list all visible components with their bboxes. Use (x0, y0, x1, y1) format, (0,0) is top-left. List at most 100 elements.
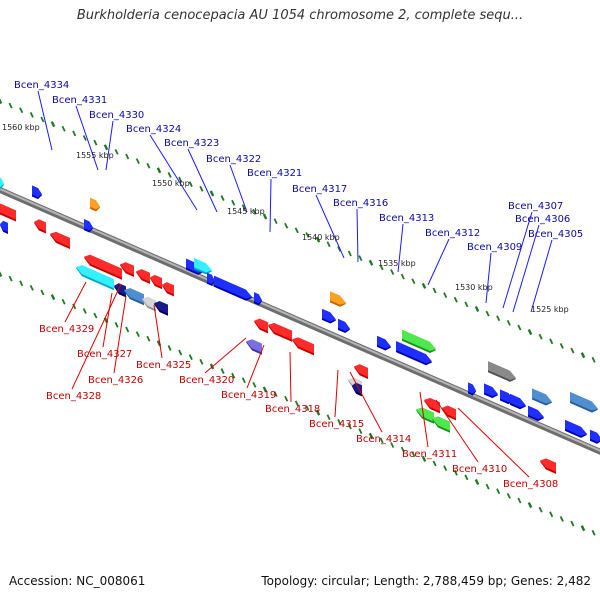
lower-callout-line (457, 407, 530, 478)
lower-track-tick (252, 382, 257, 388)
gene-block (565, 419, 587, 438)
upper-gene-label: Bcen_4307 (508, 201, 563, 212)
gene-block (194, 258, 212, 275)
upper-callout-line (269, 178, 272, 233)
lower-track-tick (443, 465, 448, 471)
upper-track-tick (517, 324, 522, 331)
gene-block (590, 429, 600, 444)
gene-body (565, 419, 587, 436)
gene-block (528, 405, 544, 422)
gene-body (162, 282, 174, 295)
upper-track-tick (199, 185, 204, 192)
lower-track-tick (220, 368, 225, 374)
upper-callout-line (530, 239, 553, 313)
gene-block (570, 392, 598, 413)
gene-body (528, 405, 544, 420)
upper-gene-label: Bcen_4306 (515, 214, 570, 225)
lower-track-tick (40, 289, 45, 296)
scale-label: 1550 kbp (152, 179, 190, 188)
gene-body (402, 329, 436, 351)
upper-gene-label: Bcen_4316 (333, 198, 388, 209)
gene-body (484, 383, 498, 397)
upper-gene-label: Bcen_4324 (126, 124, 181, 135)
upper-track-tick (315, 236, 321, 243)
upper-track-tick (209, 190, 215, 197)
upper-gene-label: Bcen_4309 (467, 242, 522, 253)
gene-body (50, 231, 70, 248)
upper-gene-label: Bcen_4313 (379, 213, 434, 224)
scale-label: 1555 kbp (76, 151, 114, 160)
upper-track-tick (284, 222, 289, 229)
upper-callout-line (105, 120, 114, 171)
scale-labels: 1560 kbp 1555 kbp 1550 kbp 1545 kbp 1540 kbp… (2, 123, 569, 314)
upper-track-tick (125, 153, 130, 160)
gene-block (468, 382, 476, 396)
upper-track-tick (29, 111, 34, 118)
lower-gene-label: Bcen_4327 (77, 349, 132, 360)
upper-gene-label: Bcen_4322 (206, 154, 261, 165)
upper-track-tick (220, 195, 225, 201)
upper-track-tick (167, 172, 172, 178)
lower-gene-label: Bcen_4319 (221, 390, 276, 401)
lower-track-tick (294, 400, 299, 407)
gene-body (338, 318, 350, 332)
gene-body (0, 177, 4, 187)
gene-body (84, 219, 93, 231)
lower-track-tick (273, 391, 278, 398)
upper-callout-line (397, 223, 404, 273)
upper-gene-label: Bcen_4321 (247, 168, 302, 179)
lower-track-tick (241, 377, 246, 384)
lower-callout-line (246, 344, 265, 389)
upper-track-tick (443, 292, 448, 298)
scale-label: 1525 kbp (531, 305, 569, 314)
gene-body (120, 262, 134, 275)
gene-body (510, 393, 526, 408)
upper-track-tick (570, 347, 575, 354)
accession-label: Accession: NC_008061 (9, 574, 146, 588)
lower-callout-line (419, 391, 429, 448)
gene-block (207, 272, 215, 286)
upper-track-tick (379, 264, 384, 271)
gene-block (254, 318, 268, 334)
upper-track-tick (337, 246, 342, 252)
lower-track-tick (506, 492, 511, 499)
upper-callout-line (485, 252, 492, 304)
backbone (0, 186, 600, 455)
upper-track-tick (453, 296, 458, 303)
gene-body (0, 203, 16, 220)
lower-gene-label: Bcen_4315 (309, 419, 364, 430)
lower-callout-line (64, 281, 87, 323)
gene-block (484, 383, 498, 399)
backbone-highlight (0, 187, 600, 452)
lower-track-tick (390, 442, 395, 448)
upper-track-tick (305, 232, 310, 238)
upper-track-tick (485, 310, 490, 317)
lower-track-tick (559, 516, 564, 522)
gene-block (510, 393, 526, 410)
lower-track-tick (368, 432, 374, 439)
upper-track-tick (506, 319, 511, 326)
gene-body (84, 254, 122, 278)
lower-track-tick (114, 321, 119, 328)
lower-track-tick (72, 303, 77, 310)
lower-track-tick (358, 428, 363, 435)
lower-track-tick (50, 294, 56, 301)
gene-block (354, 364, 368, 379)
gene-block (432, 416, 450, 433)
gene-block (532, 388, 552, 406)
gene-block (214, 275, 252, 301)
gene-body (194, 258, 212, 273)
track-dots (0, 98, 596, 536)
upper-callout-line (427, 238, 450, 286)
upper-track-tick (559, 343, 564, 349)
upper-track-tick (241, 204, 246, 211)
lower-track-tick (8, 275, 13, 282)
lower-track-tick (347, 423, 352, 430)
upper-track-tick (390, 269, 395, 275)
lower-callout-line (71, 283, 122, 390)
gene-block (154, 301, 168, 316)
upper-callout-line (229, 164, 248, 213)
gene-block (162, 282, 174, 297)
upper-track-tick (103, 144, 109, 151)
